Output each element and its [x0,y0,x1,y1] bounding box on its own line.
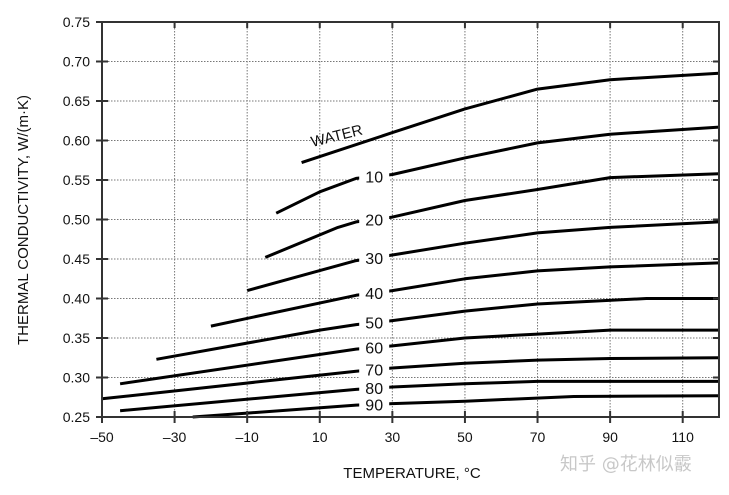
x-tick-label: 10 [312,429,328,445]
curve-label-bg [359,338,390,357]
watermark: 知乎 @花林似霰 [560,454,692,475]
y-tick-label: 0.35 [63,330,90,346]
curve-label-bg [359,283,390,302]
curve-label-60: 60 [365,340,383,357]
y-tick-label: 0.30 [63,370,90,386]
curve-label-50: 50 [365,316,383,333]
x-tick-label: 30 [385,429,401,445]
curve-label-bg [359,395,390,414]
y-axis-label: THERMAL CONDUCTIVITY, W/(m·K) [15,95,32,345]
x-tick-label: 50 [457,429,473,445]
x-tick-label: 90 [602,429,618,445]
curve-60 [119,328,719,386]
x-tick-label: 110 [672,429,695,445]
curve-label-bg [359,313,390,332]
y-tick-label: 0.65 [63,93,90,109]
y-tick-label: 0.25 [63,409,90,425]
y-tick-label: 0.40 [63,291,90,307]
curve-90 [192,394,720,419]
curve-50 [156,297,719,361]
y-tick-label: 0.45 [63,251,90,267]
curve-water [301,71,720,165]
y-tick-label: 0.60 [63,133,90,149]
curve-label-70: 70 [365,363,383,380]
curve-label-bg [359,379,390,398]
curve-label-bg [359,167,390,186]
y-tick-label: 0.70 [63,54,90,70]
curve-label-10: 10 [365,169,383,186]
curve-30 [246,220,720,293]
curve-20 [264,172,720,259]
y-tick-label: 0.55 [63,172,90,188]
axes: 0.25 0.30 0.35 0.40 0.45 0.50 0.55 0.60 0.65 0.70… [63,14,720,445]
curve-label-bg [359,210,390,229]
y-tick-label: 0.50 [63,212,90,228]
x-tick-label: –50 [90,429,114,445]
curve-label-80: 80 [365,381,383,398]
curve-10 [275,125,720,215]
curve-label-30: 30 [365,251,383,268]
curve-70 [101,356,720,401]
x-axis-label: TEMPERATURE, °C [343,465,481,482]
y-tick-label: 0.75 [63,14,90,30]
x-tick-label: –30 [163,429,187,445]
curve-label-bg [359,248,390,267]
curves [101,71,720,419]
x-tick-label: 70 [530,429,546,445]
curve-label-bg [359,360,390,379]
grid [102,22,719,417]
curve-label-20: 20 [365,213,383,230]
curve-label-40: 40 [365,286,383,303]
x-tick-label: –10 [235,429,259,445]
plot-frame [101,21,720,418]
curve-label-water: WATER [309,122,364,151]
curve-label-90: 90 [365,397,383,414]
curve-80 [119,379,719,413]
curve-40 [210,261,720,328]
